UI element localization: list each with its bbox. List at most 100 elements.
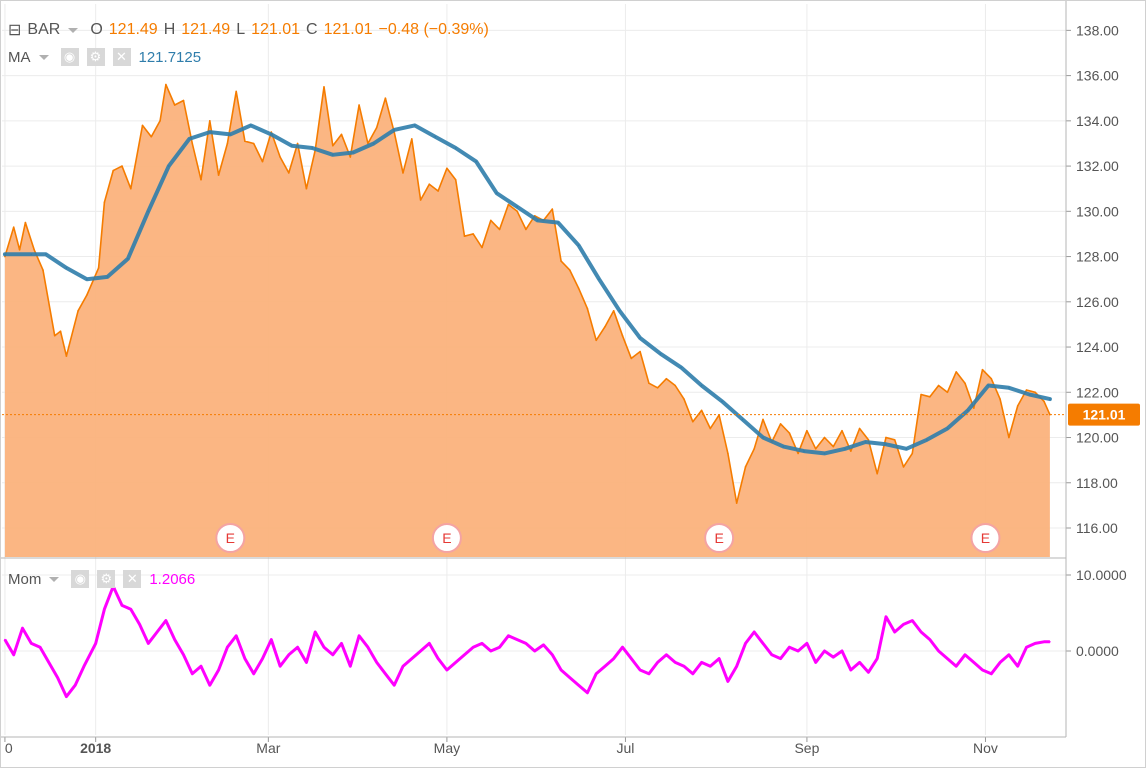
ma-point bbox=[147, 210, 150, 213]
price-point bbox=[850, 450, 852, 452]
dropdown-caret-icon[interactable] bbox=[49, 576, 60, 582]
momentum-point bbox=[832, 656, 835, 658]
close-value: 121.01 bbox=[323, 21, 373, 38]
price-point bbox=[103, 201, 106, 204]
price-point bbox=[463, 235, 466, 237]
price-point bbox=[806, 429, 808, 432]
mom-label[interactable]: Mom bbox=[8, 570, 42, 588]
ma-point bbox=[946, 427, 949, 430]
momentum-point bbox=[709, 665, 712, 667]
visibility-icon[interactable]: ◉ bbox=[60, 48, 79, 66]
y-tick-label: 130.00 bbox=[1076, 203, 1119, 219]
ma-label[interactable]: MA bbox=[8, 48, 31, 66]
momentum-point bbox=[727, 680, 729, 683]
momentum-point bbox=[446, 669, 448, 671]
earnings-marker[interactable] bbox=[704, 523, 735, 553]
momentum-point bbox=[718, 657, 720, 660]
momentum-line[interactable] bbox=[3, 584, 1050, 699]
price-point bbox=[1034, 391, 1036, 394]
price-point bbox=[1025, 389, 1028, 391]
momentum-point bbox=[771, 654, 773, 656]
price-point bbox=[18, 249, 21, 251]
ma-point bbox=[741, 418, 744, 421]
y-tick-label: 122.00 bbox=[1076, 384, 1119, 400]
momentum-point bbox=[700, 661, 703, 664]
momentum-point bbox=[12, 654, 15, 656]
momentum-point bbox=[209, 684, 211, 686]
price-point bbox=[604, 325, 606, 328]
dropdown-caret-icon[interactable] bbox=[38, 54, 49, 60]
momentum-point bbox=[797, 650, 799, 652]
y-tick-label: 116.00 bbox=[1076, 520, 1118, 536]
ma-legend: MA ◉ ⚙ ✕ 121.7125 bbox=[8, 48, 201, 66]
momentum-point bbox=[74, 684, 76, 686]
settings-icon[interactable]: ⚙ bbox=[97, 570, 116, 588]
price-point bbox=[911, 452, 914, 455]
momentum-point bbox=[94, 642, 97, 645]
momentum-point bbox=[806, 642, 808, 645]
ma-line[interactable] bbox=[2, 123, 1052, 456]
dropdown-caret-icon[interactable] bbox=[68, 27, 79, 33]
earnings-marker[interactable] bbox=[970, 523, 1001, 553]
price-point bbox=[42, 269, 44, 271]
price-point bbox=[858, 427, 861, 430]
momentum-point bbox=[920, 631, 922, 633]
price-point bbox=[832, 445, 835, 448]
momentum-point bbox=[235, 635, 237, 637]
price-pane[interactable] bbox=[2, 83, 1066, 557]
momentum-point bbox=[454, 661, 457, 664]
momentum-point bbox=[630, 657, 633, 660]
open-label: O bbox=[90, 21, 103, 38]
price-point bbox=[97, 267, 100, 269]
price-point bbox=[446, 167, 448, 170]
symbol-label[interactable]: BAR bbox=[27, 21, 61, 38]
momentum-point bbox=[147, 642, 150, 645]
visibility-icon[interactable]: ◉ bbox=[71, 570, 90, 588]
momentum-point bbox=[65, 695, 68, 698]
momentum-point bbox=[937, 650, 940, 652]
ma-point bbox=[864, 441, 867, 443]
momentum-point bbox=[21, 627, 24, 629]
ma-point bbox=[454, 147, 457, 149]
price-point bbox=[472, 233, 475, 235]
settings-icon[interactable]: ⚙ bbox=[86, 48, 105, 66]
price-point bbox=[920, 393, 922, 396]
price-point bbox=[288, 172, 290, 174]
ma-point bbox=[782, 445, 785, 448]
y-tick-label: 118.00 bbox=[1076, 475, 1118, 491]
price-point bbox=[33, 249, 35, 251]
price-point bbox=[885, 436, 887, 439]
price-point bbox=[428, 183, 431, 185]
ma-point bbox=[291, 144, 293, 147]
close-icon[interactable]: ✕ bbox=[112, 48, 131, 66]
momentum-point bbox=[358, 635, 360, 637]
momentum-point bbox=[349, 665, 352, 667]
ma-point bbox=[557, 221, 559, 224]
momentum-pane[interactable] bbox=[3, 584, 1051, 699]
earnings-marker[interactable] bbox=[215, 523, 246, 553]
earnings-marker[interactable] bbox=[431, 523, 462, 553]
momentum-point bbox=[1008, 654, 1010, 656]
momentum-point bbox=[656, 661, 659, 664]
price-point bbox=[700, 409, 703, 412]
ma-point bbox=[65, 267, 68, 269]
momentum-point bbox=[665, 654, 668, 656]
price-point bbox=[876, 472, 878, 475]
close-icon[interactable]: ✕ bbox=[123, 570, 142, 588]
price-point bbox=[12, 226, 15, 228]
momentum-point bbox=[604, 665, 606, 667]
y-tick-label: 136.00 bbox=[1076, 68, 1119, 84]
collapse-icon[interactable]: ⊟ bbox=[8, 22, 22, 39]
ma-point bbox=[188, 138, 191, 140]
momentum-point bbox=[498, 646, 501, 648]
ma-point bbox=[393, 129, 396, 131]
momentum-point bbox=[955, 665, 957, 667]
price-point bbox=[59, 330, 62, 333]
ma-point bbox=[4, 253, 6, 256]
y-tick-label: 138.00 bbox=[1076, 22, 1119, 38]
price-point bbox=[586, 307, 589, 310]
momentum-point bbox=[490, 650, 492, 652]
price-point bbox=[1008, 436, 1010, 439]
ma-point bbox=[905, 448, 908, 450]
